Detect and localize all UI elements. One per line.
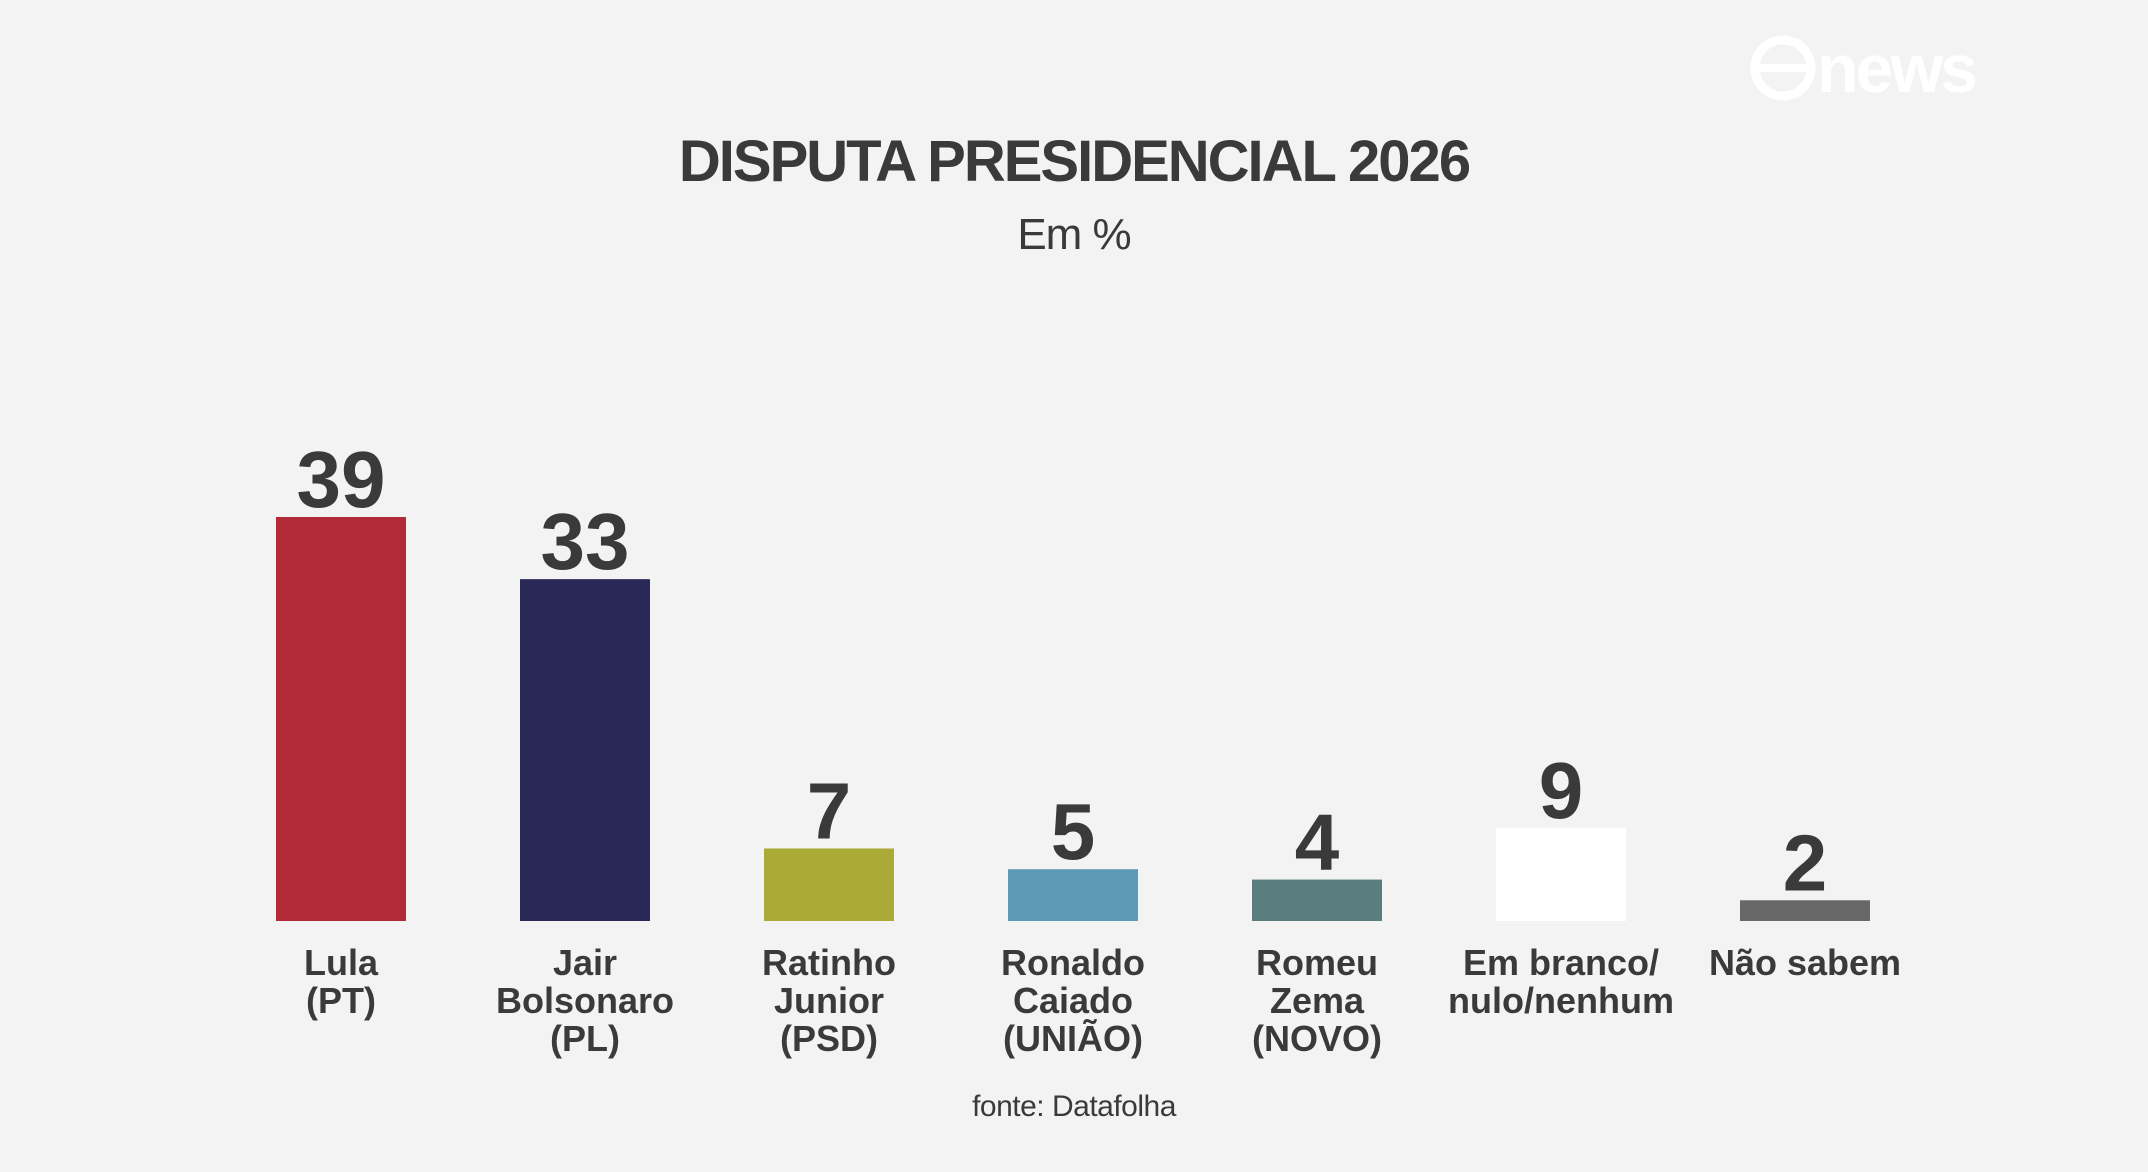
category-label-4: Romeu Zema (NOVO) <box>1252 942 1382 1059</box>
logo-circle-bar-icon <box>1759 64 1807 72</box>
bar-5 <box>1496 827 1626 921</box>
logo-text: news <box>1817 31 1976 107</box>
bar-value-label-1: 33 <box>541 497 630 586</box>
chart-source: fonte: Datafolha <box>972 1090 1176 1123</box>
bar-4 <box>1252 879 1382 921</box>
category-label-line: Não sabem <box>1709 942 1901 983</box>
bar-value-label-2: 7 <box>807 766 852 855</box>
category-label-line: (PT) <box>306 980 376 1021</box>
logo-circle-icon <box>1750 35 1816 101</box>
category-label-line: Junior <box>774 980 884 1021</box>
category-label-line: (PSD) <box>780 1018 878 1059</box>
category-label-line: Romeu <box>1256 942 1378 983</box>
bar-value-label-0: 39 <box>297 435 386 524</box>
category-label-3: Ronaldo Caiado (UNIÃO) <box>1001 942 1145 1059</box>
bar-value-label-5: 9 <box>1539 746 1584 835</box>
category-label-line: Ronaldo <box>1001 942 1145 983</box>
bar-3 <box>1008 869 1138 921</box>
news-logo: news <box>1750 31 1979 107</box>
category-label-line: Em branco/ <box>1463 942 1659 983</box>
category-label-line: Ratinho <box>762 942 896 983</box>
category-label-line: (NOVO) <box>1252 1018 1382 1059</box>
category-label-1: Jair Bolsonaro (PL) <box>496 942 674 1059</box>
category-label-6: Não sabem <box>1709 942 1901 983</box>
bar-value-label-6: 2 <box>1783 818 1828 907</box>
category-label-line: (PL) <box>550 1018 620 1059</box>
category-label-line: Lula <box>304 942 379 983</box>
category-label-line: Bolsonaro <box>496 980 674 1021</box>
category-label-5: Em branco/nulo/nenhum <box>1448 942 1674 1021</box>
category-label-line: nulo/nenhum <box>1448 980 1674 1021</box>
category-label-line: Jair <box>553 942 617 983</box>
bar-0 <box>276 517 406 921</box>
category-label-line: Zema <box>1270 980 1365 1021</box>
category-label-line: (UNIÃO) <box>1003 1017 1143 1059</box>
chart-title: DISPUTA PRESIDENCIAL 2026 <box>678 129 1471 194</box>
bar-value-label-4: 4 <box>1295 798 1340 887</box>
bar-6 <box>1740 900 1870 921</box>
category-label-line: Caiado <box>1013 980 1133 1021</box>
category-label-0: Lula (PT) <box>304 942 379 1021</box>
bar-2 <box>764 848 894 921</box>
chart-subtitle: Em % <box>1017 210 1131 259</box>
bar-1 <box>520 579 650 921</box>
bar-value-label-3: 5 <box>1051 787 1096 876</box>
category-label-2: Ratinho Junior (PSD) <box>762 942 896 1059</box>
